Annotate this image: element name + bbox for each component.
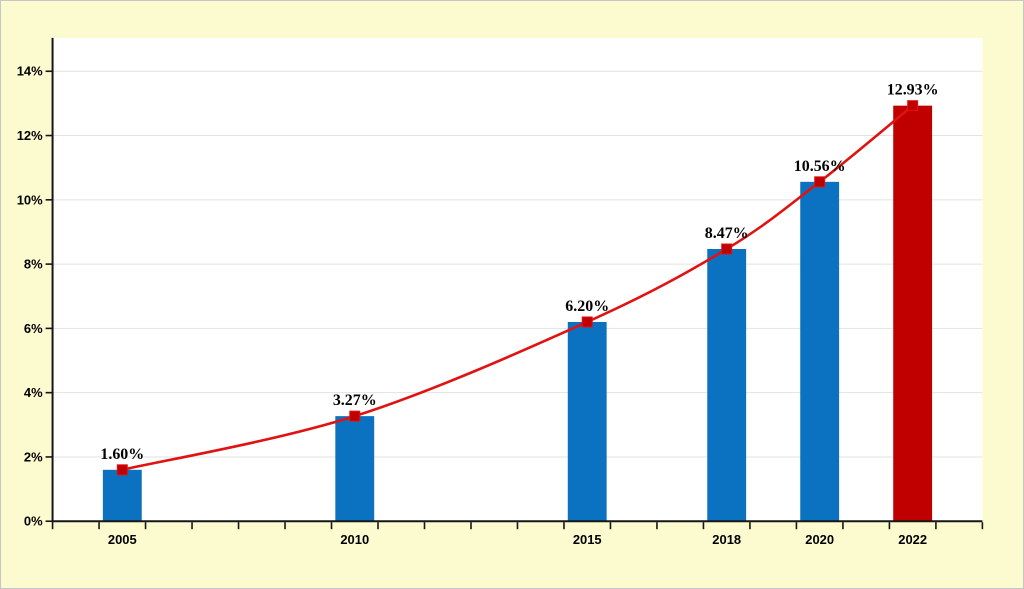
bar-2022 — [893, 105, 933, 522]
y-tick-label: 0% — [24, 514, 43, 529]
marker-2015 — [581, 316, 593, 328]
x-tick-label-2005: 2005 — [108, 532, 137, 547]
x-tick-label-2010: 2010 — [340, 532, 369, 547]
data-label-2022: 12.93% — [887, 82, 939, 99]
data-label-2020: 10.56% — [794, 158, 846, 175]
y-tick-label: 8% — [24, 257, 43, 272]
y-tick-label: 6% — [24, 321, 43, 336]
x-tick-label-2015: 2015 — [573, 532, 602, 547]
x-tick-label-2018: 2018 — [712, 532, 741, 547]
bar-2020 — [800, 181, 840, 522]
marker-2005 — [116, 464, 128, 476]
y-tick-label: 14% — [17, 64, 43, 79]
y-tick-label: 10% — [17, 192, 43, 207]
bar-2010 — [335, 416, 375, 522]
marker-2020 — [814, 176, 826, 188]
marker-2018 — [721, 243, 733, 255]
data-label-2005: 1.60% — [100, 446, 144, 463]
x-tick-label-2020: 2020 — [805, 532, 834, 547]
data-label-2010: 3.27% — [333, 392, 377, 409]
plot-area — [52, 37, 983, 522]
data-label-2015: 6.20% — [565, 298, 609, 315]
marker-2010 — [349, 410, 361, 422]
bar-2018 — [707, 248, 747, 522]
y-tick-label: 4% — [24, 385, 43, 400]
y-tick-label: 2% — [24, 449, 43, 464]
marker-2022 — [907, 100, 919, 112]
data-label-2018: 8.47% — [705, 225, 749, 242]
y-tick-label: 12% — [17, 128, 43, 143]
bar-2015 — [567, 321, 607, 522]
bar-2005 — [102, 469, 142, 522]
x-tick-label-2022: 2022 — [898, 532, 927, 547]
